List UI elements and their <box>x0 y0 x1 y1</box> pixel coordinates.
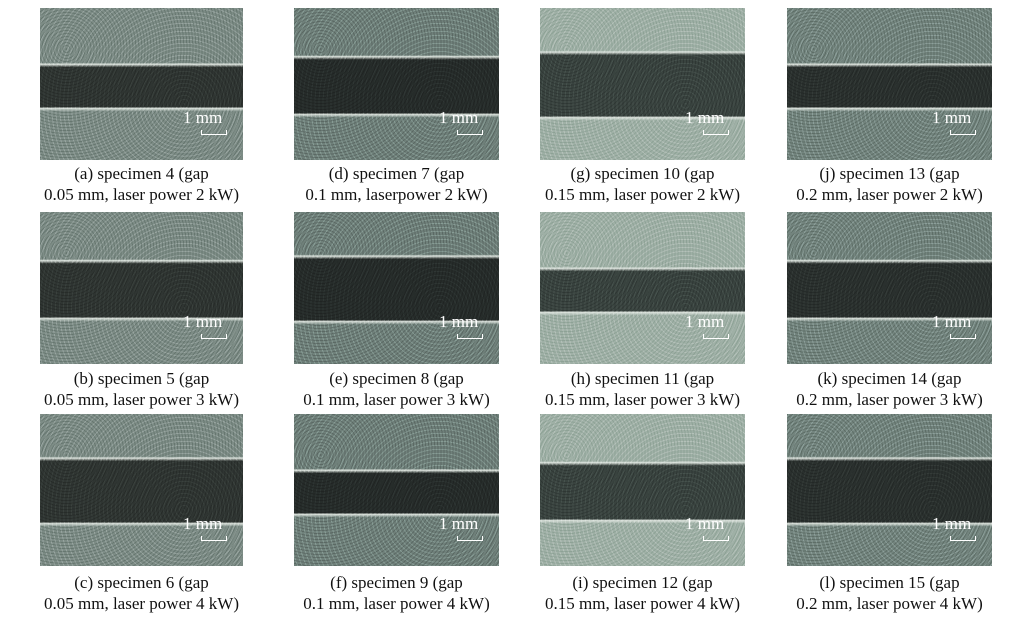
micrograph: 1 mm <box>40 414 243 566</box>
micrograph: 1 mm <box>787 414 992 566</box>
micrograph: 1 mm <box>40 212 243 364</box>
caption-line: (a) specimen 4 (gap <box>74 164 209 183</box>
caption-line: (l) specimen 15 (gap <box>819 573 960 592</box>
micrograph: 1 mm <box>787 8 992 160</box>
texture <box>40 212 243 364</box>
scale-bar <box>950 334 976 340</box>
micrograph: 1 mm <box>540 8 745 160</box>
texture <box>787 414 992 566</box>
caption-line: (d) specimen 7 (gap <box>328 164 465 183</box>
caption-line: 0.1 mm, laserpower 2 kW) <box>305 185 488 204</box>
caption-line: 0.15 mm, laser power 2 kW) <box>545 185 740 204</box>
scale-label: 1 mm <box>183 514 223 534</box>
texture <box>540 414 745 566</box>
micrograph: 1 mm <box>294 414 499 566</box>
scale-label: 1 mm <box>439 514 479 534</box>
scale-label: 1 mm <box>439 108 479 128</box>
scale-bar <box>950 536 976 542</box>
caption-line: (b) specimen 5 (gap <box>73 369 210 388</box>
micrograph: 1 mm <box>540 414 745 566</box>
scale-label: 1 mm <box>439 312 479 332</box>
caption-line: 0.05 mm, laser power 4 kW) <box>44 594 239 613</box>
scale-bar <box>703 334 729 340</box>
scale-bar <box>201 334 227 340</box>
caption-line: 0.05 mm, laser power 3 kW) <box>44 390 239 409</box>
micrograph: 1 mm <box>787 212 992 364</box>
micrograph: 1 mm <box>540 212 745 364</box>
micrograph: 1 mm <box>40 8 243 160</box>
scale-label: 1 mm <box>183 312 223 332</box>
scale-label: 1 mm <box>932 514 972 534</box>
scale-bar <box>457 334 483 340</box>
caption-line: 0.1 mm, laser power 3 kW) <box>303 390 490 409</box>
scale-bar <box>703 536 729 542</box>
caption-line: (i) specimen 12 (gap <box>572 573 713 592</box>
texture <box>294 212 499 364</box>
micrograph: 1 mm <box>294 212 499 364</box>
caption-line: (f) specimen 9 (gap <box>330 573 463 592</box>
caption-line: (c) specimen 6 (gap <box>74 573 209 592</box>
texture <box>40 8 243 160</box>
scale-bar <box>950 130 976 136</box>
caption-line: (h) specimen 11 (gap <box>570 369 715 388</box>
scale-bar <box>703 130 729 136</box>
caption-line: (j) specimen 13 (gap <box>819 164 960 183</box>
scale-bar <box>201 536 227 542</box>
scale-label: 1 mm <box>183 108 223 128</box>
scale-label: 1 mm <box>932 108 972 128</box>
caption-line: 0.05 mm, laser power 2 kW) <box>44 185 239 204</box>
scale-bar <box>457 536 483 542</box>
caption-line: 0.2 mm, laser power 2 kW) <box>796 185 983 204</box>
micrograph: 1 mm <box>294 8 499 160</box>
scale-bar <box>201 130 227 136</box>
texture <box>787 8 992 160</box>
caption-line: (g) specimen 10 (gap <box>570 164 715 183</box>
texture <box>787 212 992 364</box>
scale-bar <box>457 130 483 136</box>
caption-line: 0.2 mm, laser power 4 kW) <box>796 594 983 613</box>
caption-line: 0.2 mm, laser power 3 kW) <box>796 390 983 409</box>
texture <box>294 414 499 566</box>
texture <box>40 414 243 566</box>
scale-label: 1 mm <box>685 108 725 128</box>
texture <box>540 8 745 160</box>
scale-label: 1 mm <box>685 514 725 534</box>
texture <box>540 212 745 364</box>
texture <box>294 8 499 160</box>
caption-line: (k) specimen 14 (gap <box>817 369 962 388</box>
scale-label: 1 mm <box>932 312 972 332</box>
caption-line: (e) specimen 8 (gap <box>329 369 464 388</box>
scale-label: 1 mm <box>685 312 725 332</box>
caption-line: 0.15 mm, laser power 4 kW) <box>545 594 740 613</box>
caption-line: 0.15 mm, laser power 3 kW) <box>545 390 740 409</box>
caption-line: 0.1 mm, laser power 4 kW) <box>303 594 490 613</box>
